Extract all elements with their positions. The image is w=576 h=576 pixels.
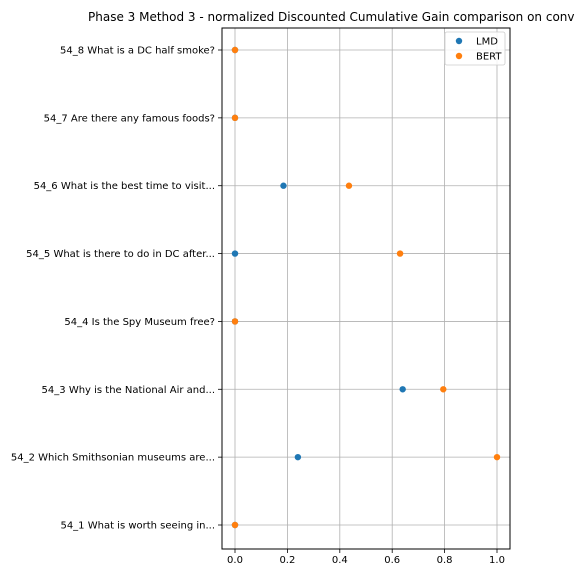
y-tick-label: 54_8 What is a DC half smoke?	[60, 46, 215, 57]
x-tick-label: 0.6	[384, 555, 400, 566]
legend-label: BERT	[476, 52, 502, 63]
point-lmd	[280, 182, 287, 189]
legend-marker-bert	[455, 52, 463, 60]
y-tick-label: 54_5 What is there to do in DC after...	[26, 249, 215, 260]
y-tick-label: 54_4 Is the Spy Museum free?	[64, 317, 215, 328]
x-tick-label: 1.0	[489, 555, 505, 566]
point-bert	[345, 182, 353, 189]
x-tick-label: 0.2	[279, 555, 295, 566]
y-tick-label: 54_1 What is worth seeing in...	[60, 521, 215, 532]
y-tick-label: 54_2 Which Smithsonian museums are...	[11, 453, 215, 464]
point-lmd	[294, 453, 302, 461]
y-tick-label: 54_3 Why is the National Air and...	[42, 385, 215, 396]
point-bert	[231, 521, 239, 529]
legend-marker-lmd	[455, 37, 463, 45]
point-bert	[493, 453, 501, 461]
point-bert	[231, 114, 239, 122]
y-tick-label: 54_6 What is the best time to visit...	[34, 181, 215, 192]
point-bert	[396, 250, 404, 257]
point-bert	[231, 318, 239, 325]
legend: LMD BERT	[444, 31, 506, 66]
chart-title: Phase 3 Method 3 - normalized Discounted…	[88, 10, 575, 24]
point-bert	[440, 386, 447, 393]
axis-ticks: 0.0 0.2 0.4 0.6 0.8 1.0 54_1 What is worth see…	[11, 46, 505, 567]
point-bert	[231, 46, 239, 54]
point-lmd	[399, 386, 406, 393]
plot-frame	[221, 27, 511, 550]
x-tick-label: 0.4	[332, 555, 348, 566]
legend-label: LMD	[476, 37, 498, 48]
x-tick-label: 0.8	[437, 555, 453, 566]
grid	[222, 28, 510, 549]
data-points	[231, 46, 501, 529]
y-tick-label: 54_7 Are there any famous foods?	[44, 113, 215, 124]
x-tick-label: 0.0	[227, 555, 243, 566]
point-lmd	[231, 250, 239, 257]
